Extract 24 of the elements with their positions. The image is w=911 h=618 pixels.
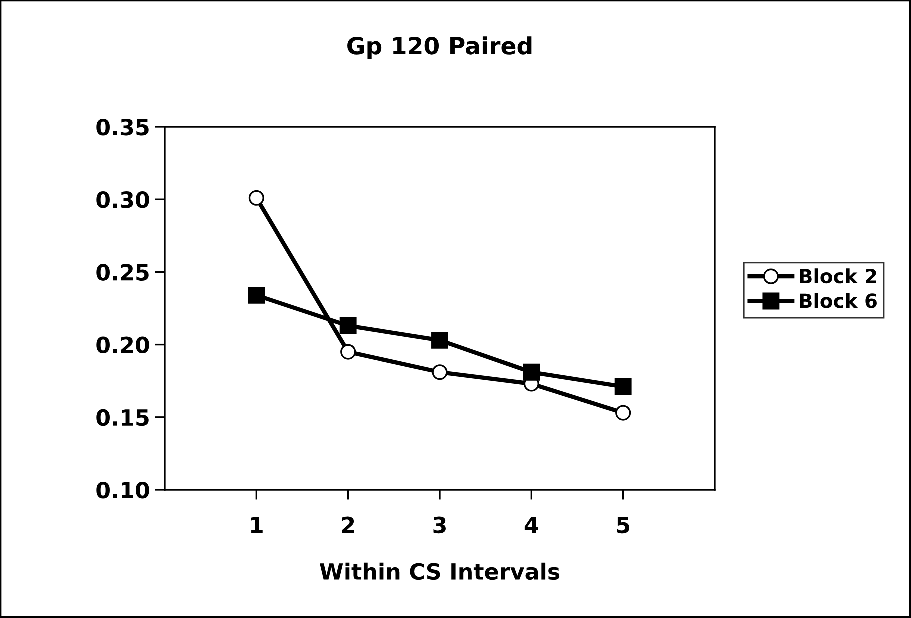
y-tick-label: 0.35: [96, 118, 149, 136]
point: [248, 286, 266, 304]
x-tick-label: 2: [342, 516, 354, 534]
point: [614, 378, 632, 396]
x-tick-label: 3: [434, 516, 446, 534]
y-tick-label: 0.20: [96, 336, 150, 354]
point: [432, 332, 448, 349]
x-tick-label: 5: [617, 517, 630, 534]
x-tick-label: 1: [251, 517, 263, 534]
point: [248, 190, 264, 206]
point: [432, 364, 448, 380]
chart-title: Gp 120 Paired: [348, 36, 532, 60]
point: [340, 344, 356, 360]
legend-label: Block 6: [800, 293, 877, 308]
y-tick-label: 0.15: [96, 409, 149, 426]
y-tick-label: 0.30: [96, 192, 150, 208]
point: [340, 317, 357, 334]
y-tick-label: 0.25: [96, 264, 149, 281]
point: [523, 364, 540, 381]
x-tick-label: 4: [524, 517, 538, 534]
legend-label: Block 2: [800, 268, 876, 284]
point: [616, 405, 632, 421]
y-tick-label: 0.10: [96, 482, 150, 499]
x-axis-title: Within CS Intervals: [320, 562, 560, 580]
